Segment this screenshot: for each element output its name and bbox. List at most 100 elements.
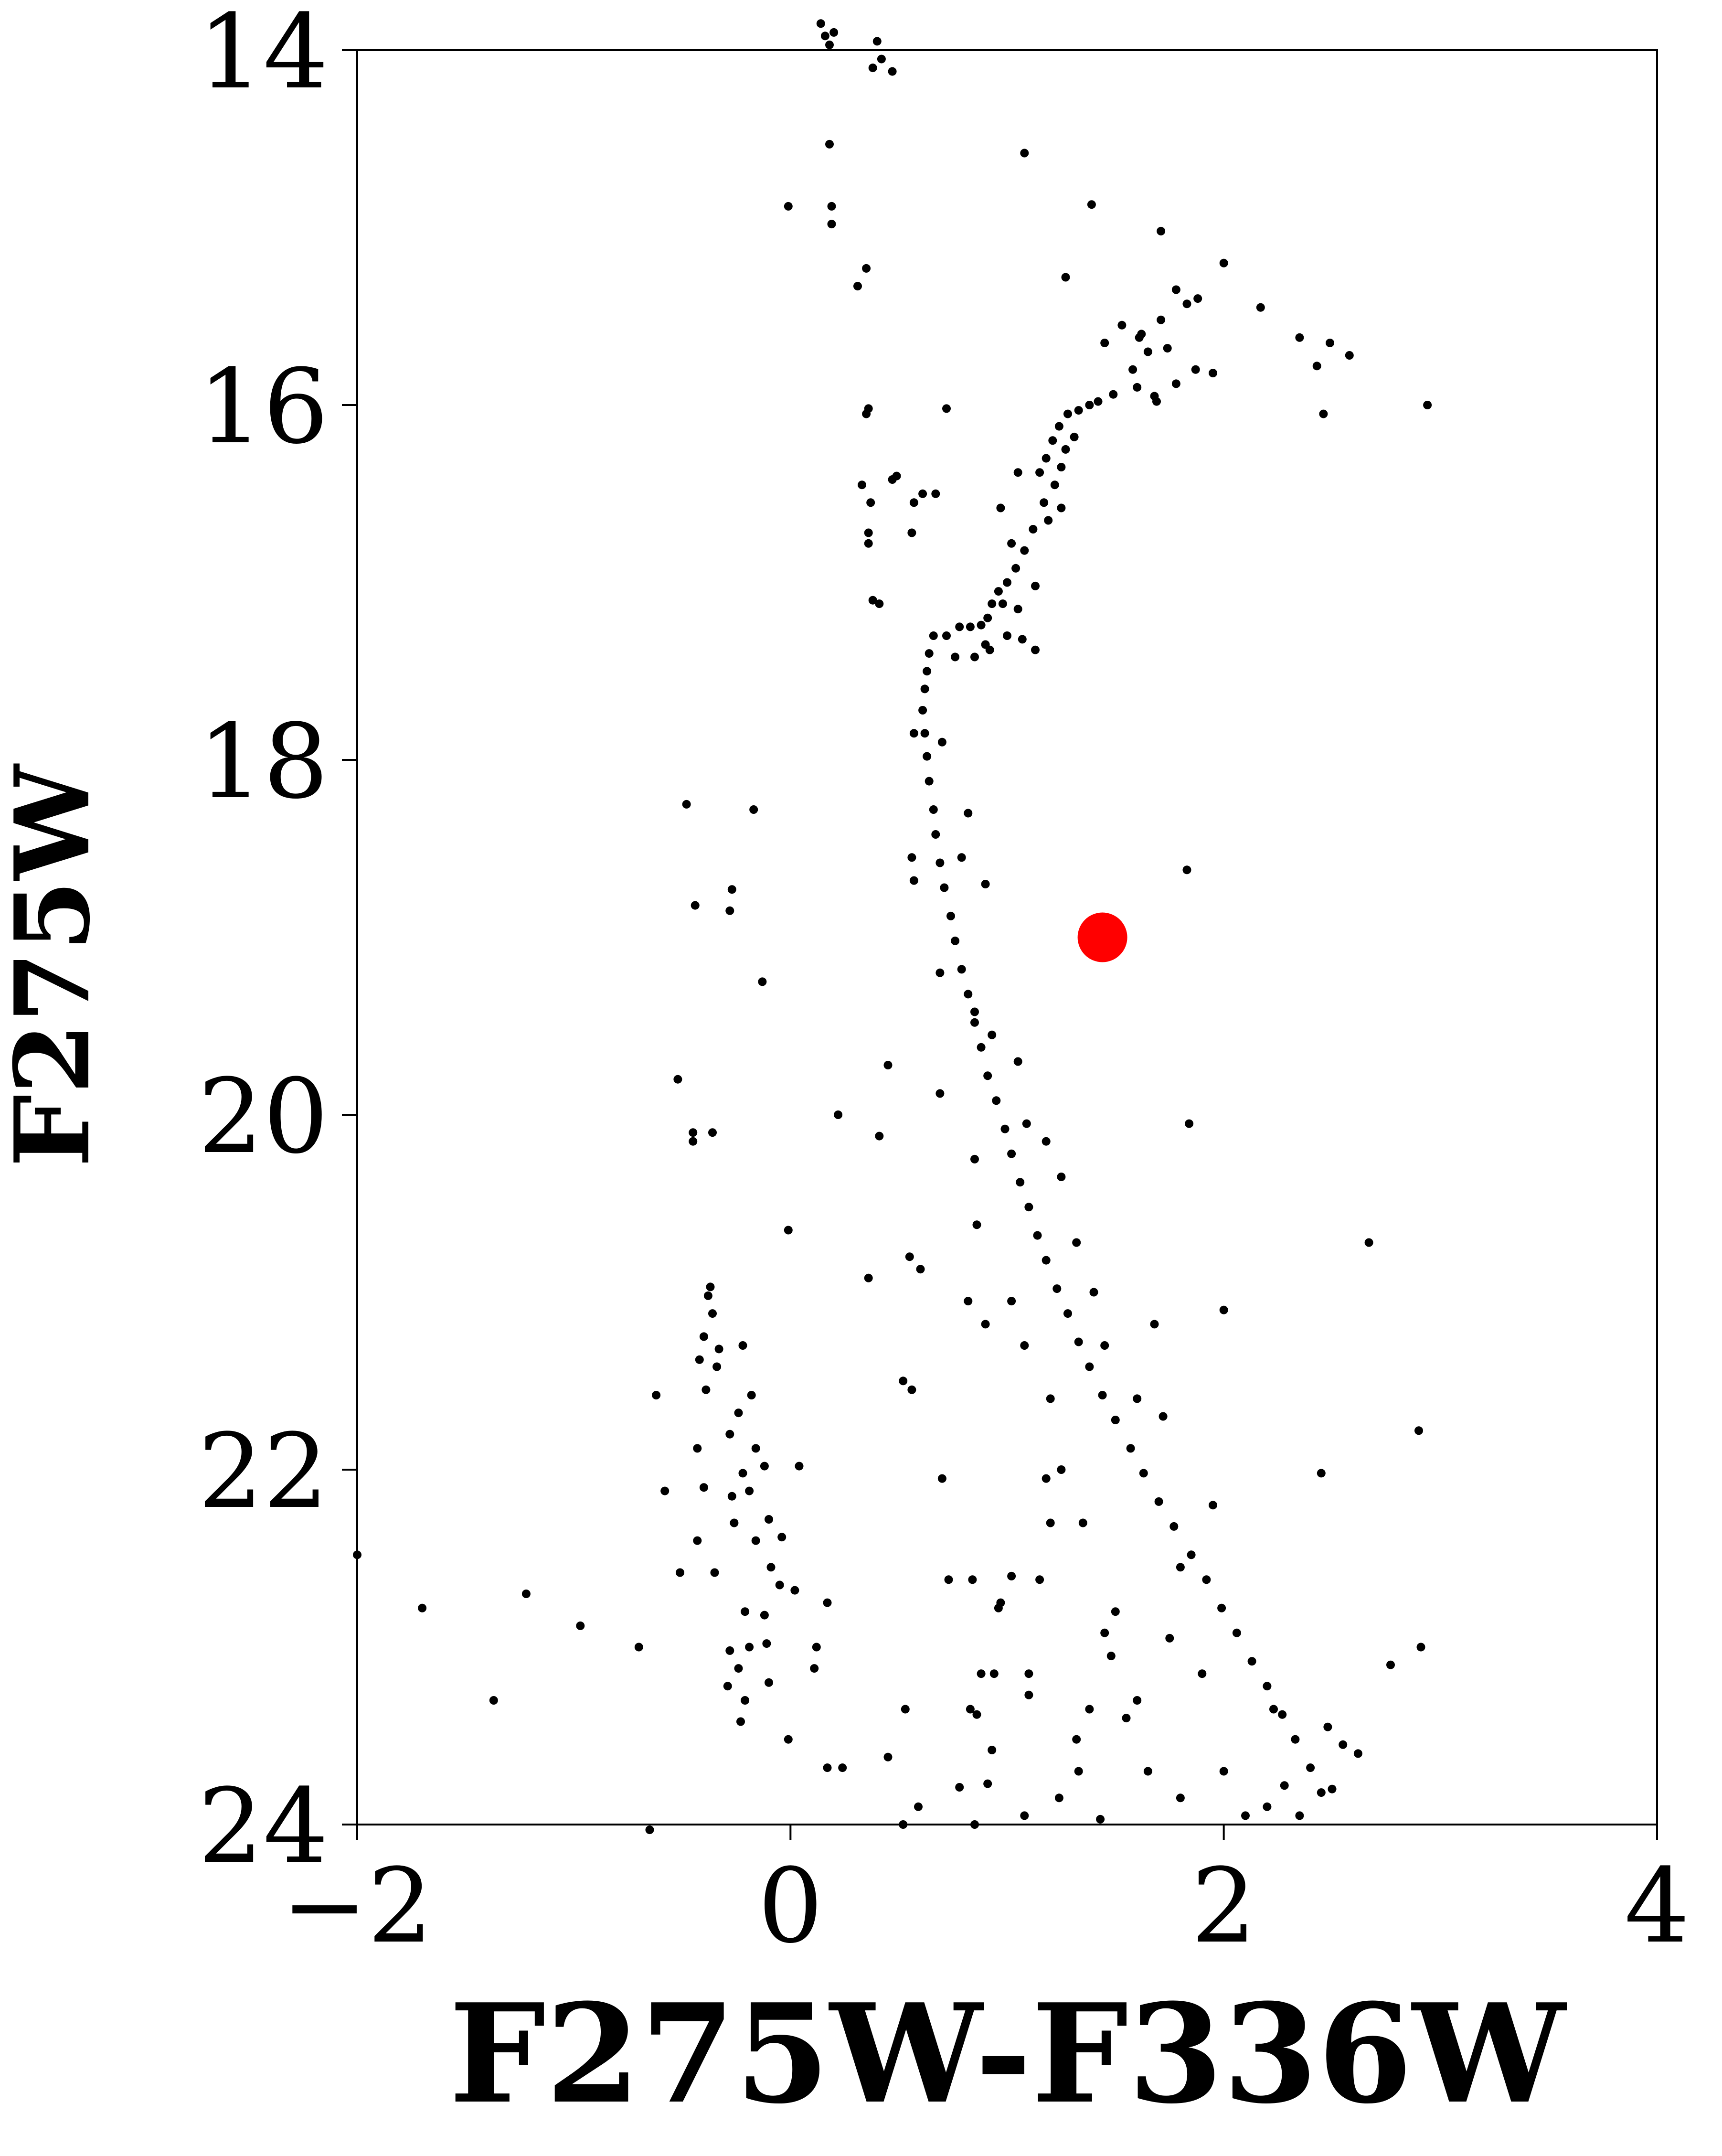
star-point [784, 1226, 793, 1235]
star-point [1061, 445, 1070, 454]
star-point [1013, 1057, 1022, 1066]
star-point [981, 880, 990, 888]
star-point [1323, 1722, 1332, 1731]
star-point [1018, 635, 1027, 644]
star-point [660, 1486, 670, 1495]
star-point [825, 40, 834, 49]
star-point [1241, 1811, 1250, 1820]
star-point [702, 1385, 711, 1394]
star-point [1171, 285, 1180, 294]
star-point [1042, 1256, 1051, 1265]
star-point [1094, 397, 1103, 406]
star-point [1085, 1362, 1094, 1371]
star-point [691, 901, 700, 910]
star-point [1278, 1710, 1287, 1719]
star-point [868, 596, 877, 605]
star-point [992, 1096, 1001, 1105]
star-point [909, 498, 918, 507]
star-point [983, 613, 992, 622]
star-point [760, 1462, 769, 1471]
star-point [1317, 1788, 1326, 1797]
star-point [1263, 1682, 1272, 1691]
star-point [951, 652, 960, 662]
star-point [1054, 1793, 1063, 1803]
star-point [725, 906, 734, 915]
plot-frame [356, 49, 1658, 1825]
x-axis-ticks: −2 0 2 4 [282, 1825, 1690, 1966]
star-point [996, 503, 1005, 512]
star-point [784, 202, 793, 211]
star-point [1042, 1474, 1051, 1483]
star-point [1152, 397, 1161, 406]
star-point [977, 1043, 986, 1052]
star-point [1022, 1119, 1031, 1128]
star-point [1202, 1575, 1211, 1584]
star-point [706, 1282, 715, 1291]
star-point [838, 1763, 847, 1772]
star-point [964, 809, 973, 818]
star-point [1247, 1657, 1256, 1666]
star-point [955, 622, 964, 631]
star-point [935, 858, 945, 867]
star-point [693, 1444, 702, 1453]
star-point [1193, 294, 1202, 303]
star-point [784, 1735, 793, 1744]
star-point [710, 1568, 719, 1577]
star-point [760, 1611, 769, 1620]
star-point [816, 19, 825, 28]
star-point [827, 202, 836, 211]
star-point [970, 652, 979, 662]
star-point [1072, 1238, 1081, 1247]
star-point [1011, 564, 1020, 573]
star-point [714, 1345, 723, 1354]
star-point [1087, 200, 1096, 209]
star-point [931, 489, 940, 498]
star-point [1122, 1714, 1131, 1723]
star-point [1159, 1412, 1168, 1421]
star-point [1057, 1173, 1066, 1181]
star-point [1050, 480, 1059, 490]
star-point [827, 220, 836, 229]
star-point [1364, 1238, 1373, 1247]
star-point [937, 1474, 946, 1483]
star-point [1209, 369, 1217, 378]
star-point [725, 1646, 734, 1655]
star-point [929, 631, 938, 640]
star-point [1072, 1735, 1081, 1744]
star-point [1163, 344, 1172, 353]
star-point [988, 1030, 997, 1039]
star-point [1007, 1149, 1016, 1158]
star-point [1386, 1660, 1395, 1669]
star-point [703, 1291, 712, 1300]
star-point [1044, 516, 1053, 525]
star-point [1295, 1811, 1304, 1820]
star-point [1057, 463, 1066, 471]
star-point [1143, 1767, 1152, 1776]
star-point [1219, 258, 1228, 267]
star-point [988, 599, 997, 608]
star-point [758, 977, 767, 986]
star-point [864, 528, 873, 537]
star-point [914, 1802, 923, 1811]
star-point [899, 1377, 908, 1386]
y-axis-label: F275W [0, 764, 113, 1167]
star-point [777, 1533, 787, 1542]
star-point [1414, 1426, 1423, 1435]
star-point [1063, 409, 1072, 418]
star-point [1312, 362, 1321, 371]
star-point [966, 1705, 975, 1714]
star-point [1232, 1628, 1241, 1637]
star-point [1182, 865, 1191, 875]
star-point [747, 1391, 756, 1399]
y-tick-label: 22 [198, 1411, 329, 1531]
star-point [970, 1154, 979, 1163]
star-point [970, 1018, 979, 1027]
star-point [725, 1430, 734, 1439]
star-point [1054, 422, 1063, 431]
star-point [823, 1598, 832, 1607]
star-point [942, 631, 951, 640]
star-point [1063, 1309, 1072, 1318]
star-point [1031, 581, 1040, 590]
star-point [741, 1696, 750, 1705]
star-point [1111, 1607, 1120, 1616]
